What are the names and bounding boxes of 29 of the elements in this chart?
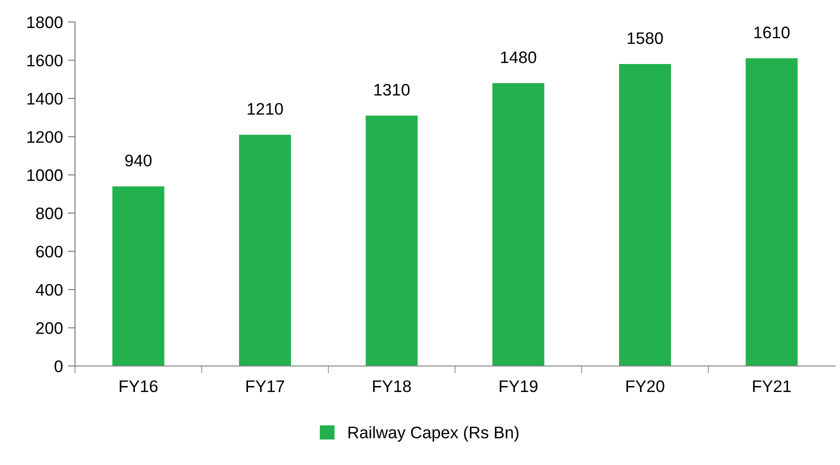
y-tick-label: 1800 xyxy=(27,16,63,28)
bar xyxy=(619,64,671,366)
x-tick-label: FY19 xyxy=(500,380,538,392)
x-tick-label: FY17 xyxy=(246,380,284,392)
y-tick-label: 1400 xyxy=(27,92,63,105)
y-tick-label: 200 xyxy=(36,322,63,334)
y-tick-label: 1200 xyxy=(27,131,63,143)
bar xyxy=(746,58,798,366)
data-label: 1580 xyxy=(628,32,663,44)
y-tick-label: 800 xyxy=(36,208,63,220)
bar xyxy=(239,134,291,366)
x-tick-label: FY21 xyxy=(753,380,791,392)
data-label: 1610 xyxy=(754,26,790,38)
data-label: 1310 xyxy=(374,84,410,96)
x-tick-label: FY16 xyxy=(120,380,158,392)
y-tick-label: 1600 xyxy=(27,54,63,66)
bar xyxy=(492,83,544,366)
data-label: 1480 xyxy=(501,51,536,64)
x-tick-label: FY20 xyxy=(626,380,664,392)
y-tick-label: 0 xyxy=(54,360,63,372)
data-label: 940 xyxy=(125,154,152,166)
x-tick-label: FY18 xyxy=(373,380,411,392)
bar xyxy=(366,116,418,366)
y-tick-label: 1000 xyxy=(27,169,63,182)
bar xyxy=(112,186,164,366)
y-tick-label: 600 xyxy=(36,246,63,258)
legend-label: Railway Capex (Rs Bn) xyxy=(348,426,518,442)
data-label: 1210 xyxy=(248,102,283,115)
y-tick-label: 400 xyxy=(36,284,63,296)
